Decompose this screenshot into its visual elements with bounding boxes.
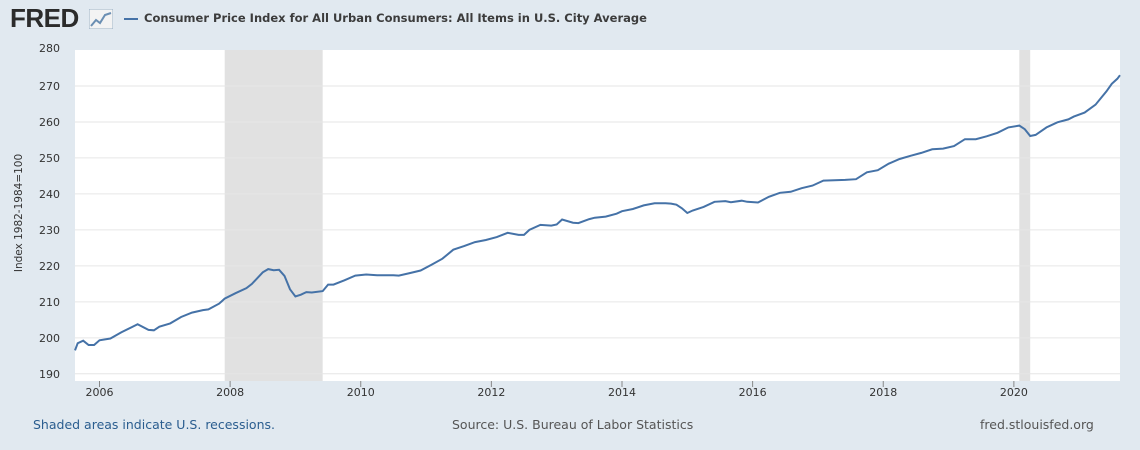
recession-band-1 [1019,50,1031,381]
x-tick-label-2006: 2006 [85,386,113,399]
legend-line-swatch [124,18,138,20]
legend-series-label[interactable]: Consumer Price Index for All Urban Consu… [144,11,647,25]
y-tick-label-270: 270 [39,80,60,93]
y-tick-label-200: 200 [39,332,60,345]
y-tick-label-210: 210 [39,296,60,309]
y-tick-label-230: 230 [39,224,60,237]
recession-band-0 [224,50,323,381]
y-tick-label-280: 280 [39,42,60,55]
recession-note-link[interactable]: Shaded areas indicate U.S. recessions. [33,417,275,432]
y-tick-label-190: 190 [39,368,60,381]
fred-logo[interactable]: FRED [10,3,79,33]
y-tick-label-240: 240 [39,188,60,201]
y-tick-label-260: 260 [39,116,60,129]
fred-logo-graph-icon [89,9,113,29]
series-line-cpi[interactable] [74,74,1121,351]
gridlines [75,85,1120,375]
chart-header: FRED Consumer Price Index for All Urban … [0,0,1140,40]
y-tick-label-220: 220 [39,260,60,273]
x-tick-label-2018: 2018 [869,386,897,399]
y-axis-ticks: 190 200 210 220 230 240 250 260 270 280 [39,42,60,381]
x-tick-label-2016: 2016 [739,386,767,399]
series-layer [74,74,1121,351]
site-link[interactable]: fred.stlouisfed.org [980,417,1094,432]
recession-shading [224,50,1031,381]
x-tick-label-2020: 2020 [1000,386,1028,399]
x-tick-label-2010: 2010 [347,386,375,399]
source-text: Source: U.S. Bureau of Labor Statistics [452,417,694,432]
x-tick-label-2008: 2008 [216,386,244,399]
y-tick-label-250: 250 [39,152,60,165]
x-tick-label-2012: 2012 [477,386,505,399]
x-tick-label-2014: 2014 [608,386,636,399]
x-axis-ticks: 2006 2008 2010 2012 2014 2016 2018 2020 [85,381,1028,399]
y-axis-label: Index 1982-1984=100 [13,154,25,272]
